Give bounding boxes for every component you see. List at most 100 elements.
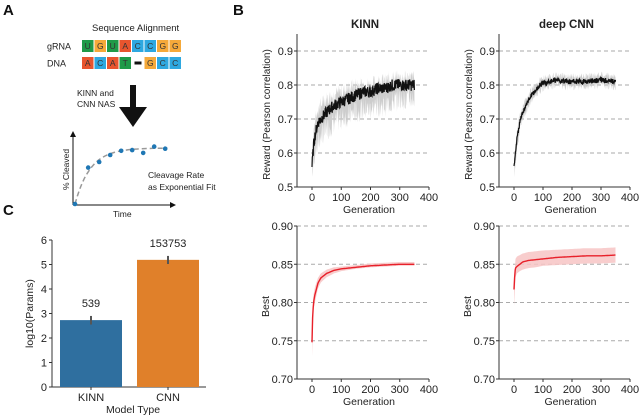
series-line — [513, 75, 617, 167]
x-axis-label: Generation — [545, 396, 597, 408]
y-tick-label: 0.85 — [272, 259, 293, 271]
y-tick-label: 6 — [41, 235, 47, 247]
nucleotide-cell — [144, 57, 156, 69]
y-tick-label: 4 — [41, 284, 47, 296]
nucleotide-cell — [157, 57, 169, 69]
fit-x-axis-arrowhead — [170, 202, 176, 208]
nucleotide-letter: U — [85, 41, 91, 51]
y-tick-label: 0 — [41, 382, 47, 394]
confidence-band — [514, 71, 616, 178]
nucleotide-letter: A — [122, 41, 128, 51]
x-tick-label: 400 — [420, 192, 438, 204]
nucleotide-letter: C — [172, 58, 178, 68]
x-tick-label: 100 — [534, 192, 552, 204]
x-tick-label: 400 — [621, 192, 639, 204]
x-tick-label: 300 — [391, 192, 409, 204]
y-tick-label: 5 — [41, 260, 47, 272]
y-tick-label: 3 — [41, 309, 47, 321]
panel-label-a: A — [3, 2, 14, 19]
x-tick-label: 100 — [332, 384, 350, 396]
y-tick-label: 0.75 — [272, 336, 293, 348]
nucleotide-letter: C — [97, 58, 103, 68]
chart-title: KINN — [351, 19, 379, 31]
fit-data-point — [129, 147, 135, 153]
x-tick-label: 300 — [592, 192, 610, 204]
y-tick-label: 0.8 — [278, 80, 293, 92]
arrow-down-icon — [119, 107, 147, 127]
nucleotide-cell — [82, 57, 94, 69]
y-tick-label: 0.8 — [480, 80, 495, 92]
y-tick-label: 0.75 — [474, 336, 495, 348]
fit-data-point — [107, 152, 113, 158]
nucleotide-letter: A — [85, 58, 91, 68]
x-tick-label: 400 — [621, 384, 639, 396]
nucleotide-cell — [94, 57, 106, 69]
fit-data-point — [140, 150, 146, 156]
fit-data-point — [96, 159, 102, 165]
nucleotide-cell — [94, 40, 106, 52]
bar-kinn — [60, 320, 122, 387]
y-tick-label: 0.6 — [480, 148, 495, 160]
y-tick-label: 0.7 — [278, 114, 293, 126]
nucleotide-letter: T — [123, 58, 128, 68]
x-tick-label: 0 — [309, 192, 315, 204]
confidence-band — [312, 262, 415, 357]
fit-ylabel: % Cleaved — [61, 149, 71, 190]
series-line — [311, 263, 415, 343]
y-axis-label: Best — [462, 296, 474, 317]
y-axis-label: log10(Params) — [24, 279, 36, 348]
y-tick-label: 0.90 — [272, 221, 293, 233]
bar-cnn — [137, 259, 199, 387]
arrow-label-line1: KINN and — [77, 88, 114, 98]
nucleotide-cell — [169, 40, 181, 52]
nucleotide-letter: C — [160, 58, 166, 68]
y-axis-label: Reward (Pearson correlation) — [262, 49, 273, 180]
fit-caption-line1: Cleavage Rate — [148, 170, 205, 180]
y-tick-label: 0.85 — [474, 259, 495, 271]
nucleotide-letter: C — [135, 41, 141, 51]
x-tick-label: 100 — [534, 384, 552, 396]
fit-xlabel: Time — [113, 209, 132, 219]
y-tick-label: 2 — [41, 333, 47, 345]
y-tick-label: 0.6 — [278, 148, 293, 160]
nucleotide-cell — [169, 57, 181, 69]
fit-data-point — [85, 165, 91, 170]
x-tick-label: KINN — [78, 392, 104, 404]
chart-cnn-reward: 0.5 0.6 0.7 0.8 0.9 0 100 200 300 400 Generation Re… — [464, 19, 639, 216]
y-tick-label: 1 — [41, 358, 47, 370]
nucleotide-letter: U — [110, 41, 116, 51]
nucleotide-letter: G — [97, 41, 104, 51]
series-line — [513, 254, 616, 290]
chart-kinn-reward: 0.5 0.6 0.7 0.8 0.9 0 100 200 300 400 Generation Re… — [262, 19, 438, 216]
chart-title: deep CNN — [539, 19, 594, 31]
nucleotide-letter: G — [172, 41, 179, 51]
y-tick-label: 0.5 — [278, 182, 293, 194]
x-axis-label: Generation — [343, 204, 395, 216]
x-axis-label: Generation — [545, 204, 597, 216]
x-tick-label: 0 — [511, 384, 517, 396]
fit-data-points — [72, 144, 168, 207]
nucleotide-cell — [107, 40, 119, 52]
bar-data-label: 539 — [82, 298, 100, 310]
fit-data-point — [118, 148, 124, 154]
y-axis-label: Reward (Pearson correlation) — [464, 49, 475, 180]
nucleotide-cell — [119, 57, 131, 69]
y-tick-label: 0.9 — [480, 46, 495, 58]
chart-kinn-best: 0.70 0.75 0.80 0.85 0.90 0 100 200 300 400 Generat… — [260, 221, 438, 408]
nucleotide-cell — [82, 40, 94, 52]
x-axis-label: Generation — [343, 396, 395, 408]
chart-cnn-best: 0.70 0.75 0.80 0.85 0.90 0 100 200 300 400 Generat… — [462, 221, 639, 408]
confidence-band — [312, 70, 415, 177]
nucleotide-cell — [157, 40, 169, 52]
x-tick-label: 300 — [592, 384, 610, 396]
y-tick-label: 0.70 — [272, 374, 293, 386]
series-line — [311, 79, 415, 168]
alignment-gap — [134, 61, 142, 65]
fit-data-point — [162, 146, 168, 151]
x-tick-label: 200 — [361, 384, 379, 396]
x-axis-label: Model Type — [106, 404, 160, 415]
